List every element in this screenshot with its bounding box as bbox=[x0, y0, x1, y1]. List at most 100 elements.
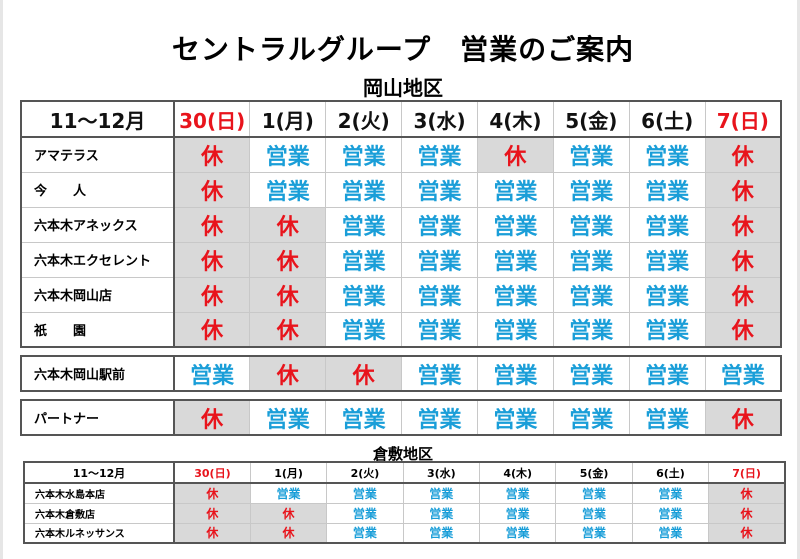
store-name: 六本木ルネッサンス bbox=[23, 522, 175, 544]
day-header: 3(水) bbox=[401, 100, 478, 138]
day-header: 6(土) bbox=[631, 461, 710, 484]
status-closed: 休 bbox=[173, 522, 251, 544]
period-label: 11～12月 bbox=[23, 461, 175, 484]
day-header: 2(火) bbox=[326, 461, 404, 484]
store-name: 六本木水島本店 bbox=[23, 482, 175, 504]
status-open: 営業 bbox=[555, 482, 633, 504]
status-open: 営業 bbox=[477, 311, 554, 348]
store-name: 六本木岡山駅前 bbox=[20, 355, 175, 392]
status-open: 営業 bbox=[628, 399, 706, 436]
table-row: アマテラス休営業 営業 営業休営業 営業休 bbox=[20, 136, 782, 173]
status-closed: 休 bbox=[704, 206, 782, 243]
status-open: 営業 bbox=[401, 206, 478, 243]
store-name: 六本木倉敷店 bbox=[23, 502, 175, 524]
status-open: 営業 bbox=[325, 136, 403, 173]
status-closed: 休 bbox=[249, 311, 327, 348]
day-header: 7(日) bbox=[708, 461, 786, 484]
status-closed: 休 bbox=[173, 241, 251, 278]
status-open: 営業 bbox=[325, 399, 403, 436]
status-open: 営業 bbox=[477, 399, 554, 436]
status-open: 営業 bbox=[628, 171, 706, 208]
day-header: 3(水) bbox=[402, 461, 481, 484]
kurashiki-area-title: 倉敷地区 bbox=[372, 445, 433, 463]
status-open: 営業 bbox=[401, 241, 478, 278]
store-name: 祇 園 bbox=[20, 311, 175, 348]
status-open: 営業 bbox=[552, 171, 630, 208]
okayama-schedule-table: 11～12月 30(日) 1(月) 2(火) 3(水) 4(木) 5(金) 6(土) 7(日) ア… bbox=[20, 100, 782, 348]
day-header: 2(火) bbox=[325, 100, 403, 138]
status-open: 営業 bbox=[478, 502, 557, 524]
status-open: 営業 bbox=[477, 171, 554, 208]
status-open: 営業 bbox=[552, 206, 630, 243]
table-row: 六本木倉敷店休休営業 営業 営業 営業 営業休 bbox=[23, 502, 786, 524]
status-open: 営業 bbox=[173, 355, 251, 392]
day-header: 1(月) bbox=[249, 100, 327, 138]
header-row: 11～12月 30(日) 1(月) 2(火) 3(水) 4(木) 5(金) 6(土) 7(日) bbox=[23, 461, 786, 484]
day-header: 4(木) bbox=[478, 461, 557, 484]
table-row: 六本木ルネッサンス休休営業 営業 営業 営業 営業休 bbox=[23, 522, 786, 544]
okayama-area-title: 岡山地区 bbox=[363, 76, 443, 100]
table-row: 祇 園休休営業 営業 営業 営業 営業休 bbox=[20, 311, 782, 348]
status-closed: 休 bbox=[173, 276, 251, 313]
status-open: 営業 bbox=[631, 522, 710, 544]
status-open: 営業 bbox=[326, 522, 404, 544]
status-open: 営業 bbox=[555, 502, 633, 524]
status-open: 営業 bbox=[552, 241, 630, 278]
status-closed: 休 bbox=[173, 206, 251, 243]
table-row: 六本木岡山駅前 営業休休営業 営業 営業 営業 営業 bbox=[20, 355, 782, 392]
status-open: 営業 bbox=[401, 355, 478, 392]
day-header: 7(日) bbox=[704, 100, 782, 138]
status-closed: 休 bbox=[704, 311, 782, 348]
status-closed: 休 bbox=[173, 399, 251, 436]
status-open: 営業 bbox=[325, 171, 403, 208]
status-open: 営業 bbox=[477, 206, 554, 243]
day-header: 30(日) bbox=[173, 461, 251, 484]
status-open: 営業 bbox=[249, 399, 327, 436]
store-name: 六本木エクセレント bbox=[20, 241, 175, 278]
status-open: 営業 bbox=[326, 502, 404, 524]
status-closed: 休 bbox=[704, 136, 782, 173]
status-open: 営業 bbox=[401, 399, 478, 436]
status-closed: 休 bbox=[249, 206, 327, 243]
status-open: 営業 bbox=[325, 276, 403, 313]
table-row: パートナー休営業 営業 営業 営業 営業 営業休 bbox=[20, 399, 782, 436]
status-open: 営業 bbox=[704, 355, 782, 392]
status-open: 営業 bbox=[402, 502, 481, 524]
status-open: 営業 bbox=[477, 355, 554, 392]
status-open: 営業 bbox=[628, 276, 706, 313]
status-closed: 休 bbox=[708, 502, 786, 524]
status-closed: 休 bbox=[249, 241, 327, 278]
status-closed: 休 bbox=[704, 171, 782, 208]
okayama-schedule-table: パートナー休営業 営業 営業 営業 営業 営業休 bbox=[20, 399, 782, 436]
status-open: 営業 bbox=[631, 502, 710, 524]
status-closed: 休 bbox=[173, 502, 251, 524]
okayama-schedule-table: 六本木岡山駅前 営業休休営業 営業 営業 営業 営業 bbox=[20, 355, 782, 392]
status-open: 営業 bbox=[326, 482, 404, 504]
status-closed: 休 bbox=[173, 171, 251, 208]
status-closed: 休 bbox=[173, 482, 251, 504]
store-name: 六本木岡山店 bbox=[20, 276, 175, 313]
status-open: 営業 bbox=[628, 136, 706, 173]
status-open: 営業 bbox=[402, 522, 481, 544]
store-name: 今 人 bbox=[20, 171, 175, 208]
status-closed: 休 bbox=[249, 502, 328, 524]
kurashiki-schedule-table: 11～12月 30(日) 1(月) 2(火) 3(水) 4(木) 5(金) 6(土) 7(日) 六… bbox=[23, 461, 786, 544]
table-row: 六本木アネックス休休営業 営業 営業 営業 営業休 bbox=[20, 206, 782, 243]
status-open: 営業 bbox=[249, 171, 327, 208]
status-open: 営業 bbox=[402, 482, 481, 504]
status-closed: 休 bbox=[704, 276, 782, 313]
status-open: 営業 bbox=[552, 355, 630, 392]
status-open: 営業 bbox=[631, 482, 710, 504]
page-title: セントラルグループ 営業のご案内 bbox=[171, 33, 635, 66]
status-open: 営業 bbox=[249, 482, 328, 504]
day-header: 1(月) bbox=[249, 461, 328, 484]
day-header: 5(金) bbox=[552, 100, 630, 138]
status-open: 営業 bbox=[552, 276, 630, 313]
store-name: 六本木アネックス bbox=[20, 206, 175, 243]
status-open: 営業 bbox=[552, 136, 630, 173]
status-open: 営業 bbox=[552, 399, 630, 436]
status-closed: 休 bbox=[708, 522, 786, 544]
status-open: 営業 bbox=[628, 311, 706, 348]
status-open: 営業 bbox=[555, 522, 633, 544]
status-closed: 休 bbox=[325, 355, 403, 392]
